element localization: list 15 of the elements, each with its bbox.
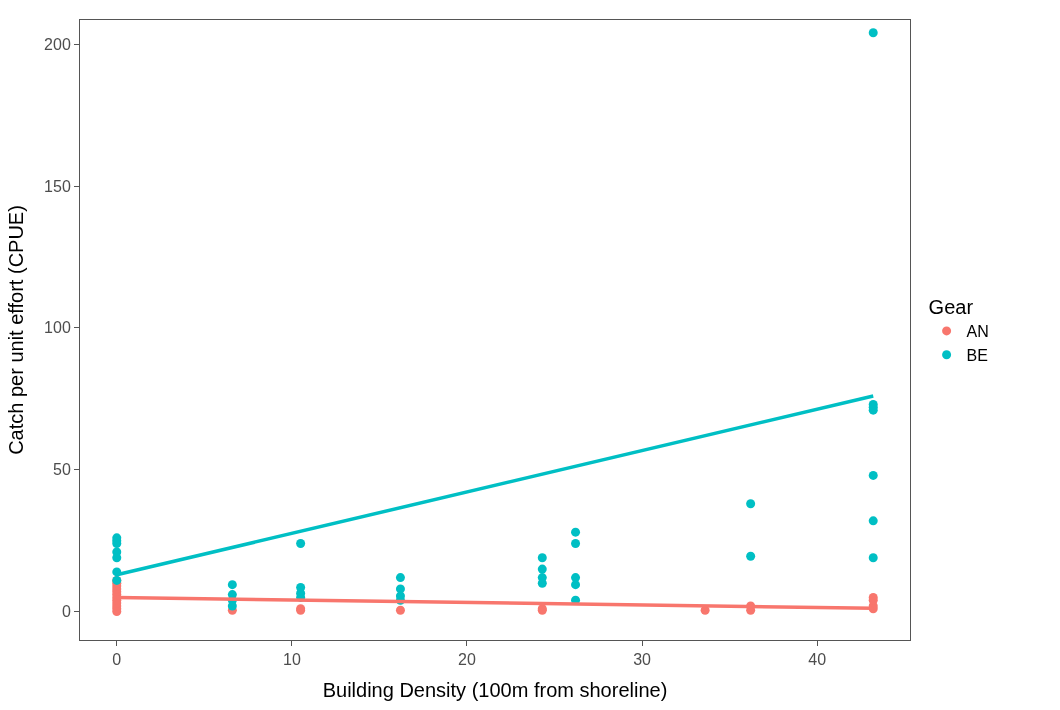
x-tick-label: 0	[112, 651, 122, 669]
x-tick-label: 20	[458, 651, 476, 669]
y-tick-label: 0	[61, 603, 71, 621]
y-axis-title: Catch per unit effort (CPUE)	[4, 205, 27, 455]
x-tick-label: 10	[282, 651, 301, 669]
x-tick-label: 30	[633, 651, 652, 669]
legend-label: BE	[966, 346, 988, 364]
x-tick-label: 40	[808, 651, 827, 669]
y-tick-label: 200	[44, 35, 71, 53]
y-tick-label: 150	[44, 177, 71, 195]
legend-title: Gear	[928, 296, 974, 318]
y-tick-label: 100	[44, 319, 71, 337]
x-axis-title: Building Density (100m from shoreline)	[322, 678, 668, 701]
legend-label: AN	[966, 323, 989, 341]
y-tick-label: 50	[53, 461, 71, 479]
